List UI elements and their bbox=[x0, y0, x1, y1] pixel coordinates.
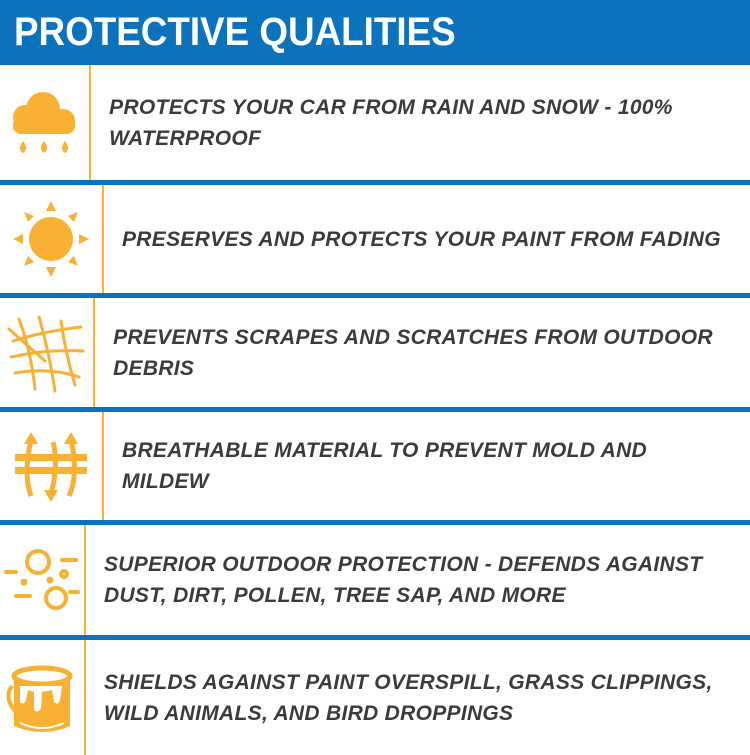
feature-text: SUPERIOR OUTDOOR PROTECTION - DEFENDS AG… bbox=[104, 553, 703, 607]
dust-particles-icon bbox=[0, 525, 86, 635]
feature-text: PRESERVES AND PROTECTS YOUR PAINT FROM F… bbox=[122, 227, 721, 251]
paint-bucket-icon bbox=[0, 640, 86, 755]
cloud-rain-icon bbox=[0, 65, 92, 180]
feature-row-fading: PRESERVES AND PROTECTS YOUR PAINT FROM F… bbox=[0, 185, 750, 298]
header-banner: PROTECTIVE QUALITIES bbox=[0, 0, 750, 65]
feature-row-breathable: BREATHABLE MATERIAL TO PREVENT MOLD AND … bbox=[0, 412, 750, 525]
breathable-arrows-icon bbox=[0, 412, 104, 520]
feature-row-scratches: PREVENTS SCRAPES AND SCRATCHES FROM OUTD… bbox=[0, 298, 750, 412]
page-title: PROTECTIVE QUALITIES bbox=[14, 10, 456, 54]
scratch-mesh-icon bbox=[0, 298, 96, 407]
feature-row-overspill: SHIELDS AGAINST PAINT OVERSPILL, GRASS C… bbox=[0, 640, 750, 755]
feature-row-outdoor: SUPERIOR OUTDOOR PROTECTION - DEFENDS AG… bbox=[0, 525, 750, 640]
feature-text: SHIELDS AGAINST PAINT OVERSPILL, GRASS C… bbox=[104, 670, 713, 725]
feature-row-waterproof: PROTECTS YOUR CAR FROM RAIN AND SNOW - 1… bbox=[0, 65, 750, 185]
feature-text: PROTECTS YOUR CAR FROM RAIN AND SNOW - 1… bbox=[109, 95, 673, 150]
feature-text: PREVENTS SCRAPES AND SCRATCHES FROM OUTD… bbox=[113, 325, 713, 380]
sun-icon bbox=[0, 185, 104, 293]
feature-text: BREATHABLE MATERIAL TO PREVENT MOLD AND … bbox=[121, 439, 648, 493]
